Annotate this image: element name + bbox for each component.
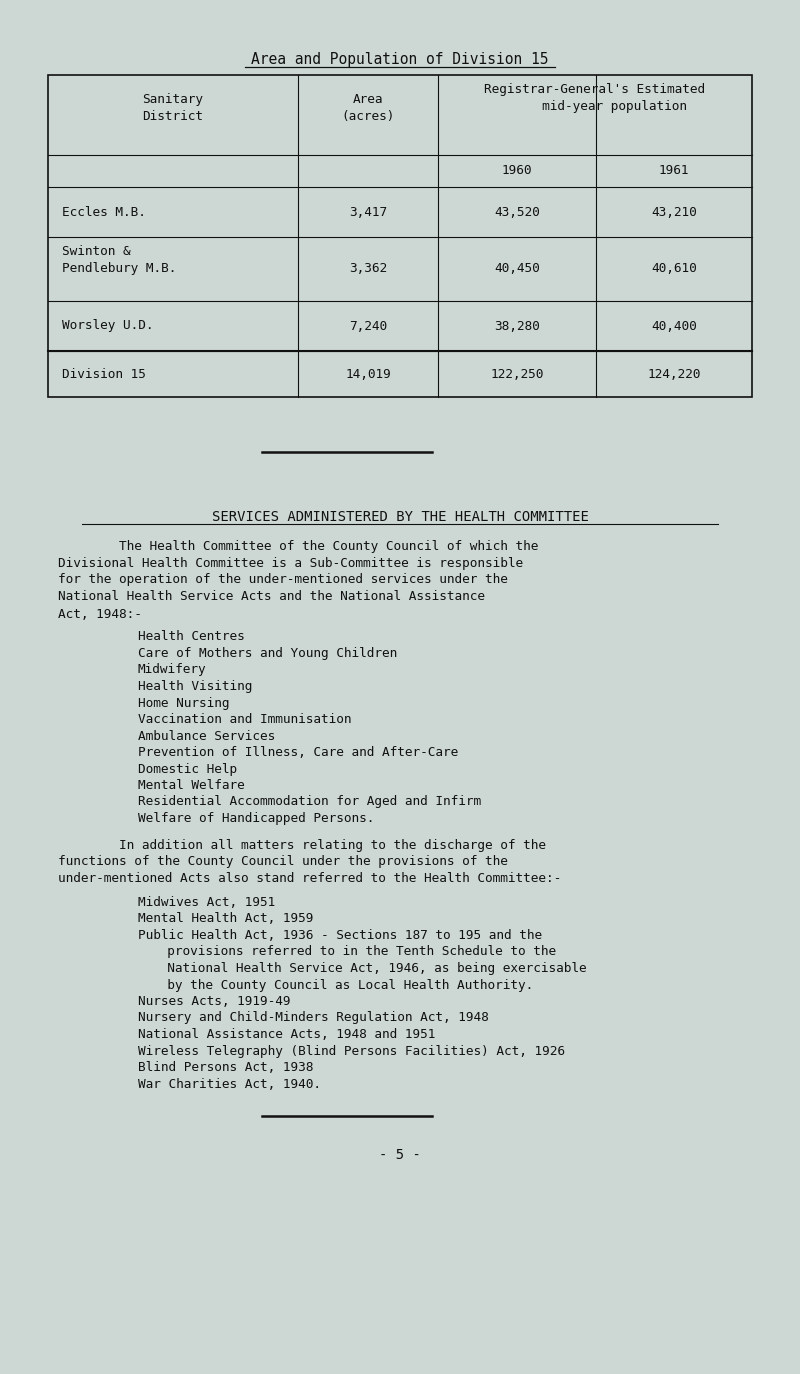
Text: Mental Health Act, 1959: Mental Health Act, 1959 <box>138 912 314 926</box>
Text: Home Nursing: Home Nursing <box>138 697 230 709</box>
Text: Division 15: Division 15 <box>62 367 146 381</box>
Text: - 5 -: - 5 - <box>379 1149 421 1162</box>
Text: Prevention of Illness, Care and After-Care: Prevention of Illness, Care and After-Ca… <box>138 746 458 758</box>
Text: Divisional Health Committee is a Sub-Committee is responsible
for the operation : Divisional Health Committee is a Sub-Com… <box>58 556 523 621</box>
Text: functions of the County Council under the provisions of the
under-mentioned Acts: functions of the County Council under th… <box>58 855 562 885</box>
Text: Swinton &
Pendlebury M.B.: Swinton & Pendlebury M.B. <box>62 245 176 275</box>
Bar <box>48 76 752 397</box>
Text: Sanitary
District: Sanitary District <box>142 93 203 124</box>
Text: 40,450: 40,450 <box>494 262 540 276</box>
Text: Domestic Help: Domestic Help <box>138 763 237 775</box>
Text: The Health Committee of the County Council of which the: The Health Committee of the County Counc… <box>58 540 538 552</box>
Text: 14,019: 14,019 <box>345 367 391 381</box>
Text: In addition all matters relating to the discharge of the: In addition all matters relating to the … <box>58 838 546 852</box>
Text: Midwives Act, 1951: Midwives Act, 1951 <box>138 896 275 910</box>
Text: Midwifery: Midwifery <box>138 664 206 676</box>
Text: Nursery and Child-Minders Regulation Act, 1948: Nursery and Child-Minders Regulation Act… <box>138 1011 489 1025</box>
Text: 40,400: 40,400 <box>651 320 697 333</box>
Text: Nurses Acts, 1919-49: Nurses Acts, 1919-49 <box>138 995 290 1009</box>
Text: Residential Accommodation for Aged and Infirm: Residential Accommodation for Aged and I… <box>138 796 481 808</box>
Text: Worsley U.D.: Worsley U.D. <box>62 320 154 333</box>
Text: 122,250: 122,250 <box>490 367 544 381</box>
Text: 1960: 1960 <box>502 165 532 177</box>
Text: 43,520: 43,520 <box>494 206 540 218</box>
Text: Area
(acres): Area (acres) <box>342 93 394 124</box>
Text: Mental Welfare: Mental Welfare <box>138 779 245 791</box>
Text: Blind Persons Act, 1938: Blind Persons Act, 1938 <box>138 1061 314 1074</box>
Text: 1961: 1961 <box>658 165 690 177</box>
Text: War Charities Act, 1940.: War Charities Act, 1940. <box>138 1077 321 1091</box>
Text: 38,280: 38,280 <box>494 320 540 333</box>
Text: provisions referred to in the Tenth Schedule to the: provisions referred to in the Tenth Sche… <box>152 945 556 959</box>
Text: Ambulance Services: Ambulance Services <box>138 730 275 742</box>
Text: Eccles M.B.: Eccles M.B. <box>62 206 146 218</box>
Text: Area and Population of Division 15: Area and Population of Division 15 <box>251 52 549 67</box>
Text: 40,610: 40,610 <box>651 262 697 276</box>
Text: Wireless Telegraphy (Blind Persons Facilities) Act, 1926: Wireless Telegraphy (Blind Persons Facil… <box>138 1044 565 1058</box>
Text: National Health Service Act, 1946, as being exercisable: National Health Service Act, 1946, as be… <box>152 962 586 976</box>
Text: 7,240: 7,240 <box>349 320 387 333</box>
Text: SERVICES ADMINISTERED BY THE HEALTH COMMITTEE: SERVICES ADMINISTERED BY THE HEALTH COMM… <box>211 510 589 523</box>
Text: Public Health Act, 1936 - Sections 187 to 195 and the: Public Health Act, 1936 - Sections 187 t… <box>138 929 542 943</box>
Text: National Assistance Acts, 1948 and 1951: National Assistance Acts, 1948 and 1951 <box>138 1028 435 1041</box>
Text: by the County Council as Local Health Authority.: by the County Council as Local Health Au… <box>152 978 534 992</box>
Text: Care of Mothers and Young Children: Care of Mothers and Young Children <box>138 647 398 660</box>
Text: 3,417: 3,417 <box>349 206 387 218</box>
Text: Health Visiting: Health Visiting <box>138 680 252 692</box>
Text: 3,362: 3,362 <box>349 262 387 276</box>
Text: 43,210: 43,210 <box>651 206 697 218</box>
Text: Health Centres: Health Centres <box>138 631 245 643</box>
Text: Vaccination and Immunisation: Vaccination and Immunisation <box>138 713 351 725</box>
Text: Welfare of Handicapped Persons.: Welfare of Handicapped Persons. <box>138 812 374 824</box>
Text: 124,220: 124,220 <box>647 367 701 381</box>
Text: Registrar-General's Estimated
     mid-year population: Registrar-General's Estimated mid-year p… <box>485 82 706 113</box>
